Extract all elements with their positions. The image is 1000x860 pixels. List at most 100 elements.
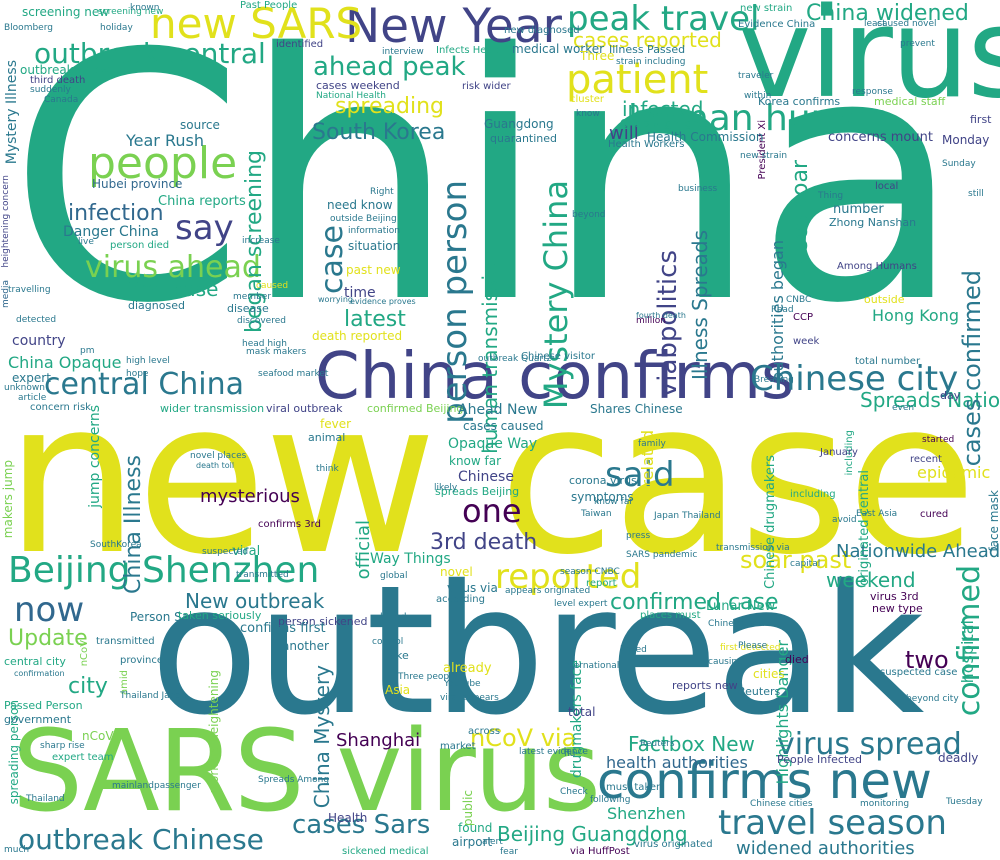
word-fear: fear bbox=[500, 847, 518, 857]
word-outside: outside bbox=[864, 293, 905, 306]
word-reports-new: reports new bbox=[672, 679, 738, 692]
word-three: Three bbox=[580, 49, 615, 63]
word-family: family bbox=[638, 439, 666, 449]
word-past-people: Past People bbox=[240, 0, 298, 11]
word-travel-season: travel season bbox=[718, 803, 947, 843]
word-virus-3rd: virus 3rd bbox=[870, 590, 919, 603]
word-health-authorities: health authorities bbox=[606, 753, 748, 772]
word-passenger: passenger bbox=[154, 781, 201, 791]
word-following: following bbox=[590, 795, 631, 805]
word-appears-originated: appears originated bbox=[505, 586, 591, 596]
word-tuesday: Tuesday bbox=[946, 797, 983, 807]
word-viral-outbreak: viral outbreak bbox=[266, 402, 343, 415]
word-pm: pm bbox=[80, 346, 95, 356]
word-likely: likely bbox=[434, 483, 458, 493]
word-official: official bbox=[353, 520, 374, 580]
word-factbox-new: Factbox New bbox=[628, 732, 755, 756]
word-outbreak-central: outbreak central bbox=[34, 37, 266, 70]
word-ahead-new: Ahead New bbox=[458, 402, 538, 418]
word-take: take bbox=[385, 649, 409, 662]
word-cities: cities bbox=[753, 667, 785, 681]
word-china-widened: China widened bbox=[806, 1, 969, 26]
word-cases-weekend: cases weekend bbox=[316, 79, 400, 92]
word-report: report bbox=[586, 578, 617, 589]
word-youtube: YouTube bbox=[444, 679, 481, 689]
word-way-things: Way Things bbox=[370, 551, 451, 567]
word-cases-soar: cases soar bbox=[788, 160, 813, 277]
word-thailand: Thailand bbox=[26, 794, 65, 804]
word-sunday: Sunday bbox=[942, 159, 976, 169]
word-global: global bbox=[380, 571, 408, 581]
word-spreads-beijing: spreads Beijing bbox=[435, 485, 520, 498]
word-started: started bbox=[922, 435, 955, 445]
word-guangdong: Guangdong bbox=[484, 117, 554, 131]
word-total-number: total number bbox=[855, 356, 921, 367]
word-chinese-cities: Chinese cities bbox=[750, 799, 813, 809]
word-seafood-market: seafood market bbox=[258, 369, 329, 379]
word-wider-transmission: wider transmission bbox=[160, 402, 265, 415]
word-market: market bbox=[440, 741, 476, 752]
word-infects-health: Infects Health bbox=[436, 45, 506, 56]
word-first: first bbox=[970, 113, 992, 126]
word-transmitted: transmitted bbox=[96, 636, 155, 647]
word-shenzhen: Shenzhen bbox=[607, 804, 686, 823]
word-expert: expert bbox=[12, 371, 51, 385]
word-opaque-way: Opaque Way bbox=[448, 436, 538, 452]
word-government: government bbox=[4, 713, 72, 726]
word-mainland: mainland bbox=[112, 781, 154, 791]
word-human-human: human human bbox=[628, 98, 891, 139]
word-bloomberg: Bloomberg bbox=[4, 23, 53, 33]
word-drugmakers-face: drugmakers face bbox=[569, 660, 585, 779]
word-mask-makers: mask makers bbox=[246, 347, 307, 357]
word-business: business bbox=[678, 184, 718, 194]
word-outbreak-quartz: outbreak Quartz bbox=[478, 354, 552, 364]
word-confirms-new: confirms new bbox=[597, 752, 932, 810]
word-thailand-japan: Thailand Japan bbox=[120, 691, 187, 701]
word-virus-spread: virus spread bbox=[777, 727, 962, 762]
word-much: much bbox=[4, 845, 30, 855]
word-asia: Asia bbox=[385, 683, 411, 697]
word-will: will bbox=[609, 123, 639, 144]
word-hubei-province: Hubei province bbox=[92, 177, 183, 191]
word-caused-novel: caused novel bbox=[877, 19, 937, 29]
word-reuters: Reuters bbox=[738, 685, 781, 698]
word-country: country bbox=[12, 333, 66, 349]
word-concerns-mount: concerns mount bbox=[828, 130, 933, 145]
word-avoid: avoid bbox=[832, 515, 857, 525]
word-transmission-via: transmission via bbox=[716, 543, 790, 553]
word-heightening-concern: heightening concern bbox=[1, 175, 11, 268]
word-day: day bbox=[940, 389, 961, 402]
word-death-reported: death reported bbox=[312, 329, 403, 343]
word-province: province bbox=[120, 655, 164, 666]
word-lunar-new: Lunar New bbox=[706, 599, 776, 614]
word-symptoms: symptoms bbox=[571, 490, 634, 504]
word-illness-spreads: Illness Spreads bbox=[688, 230, 712, 381]
word-shanghai: Shanghai bbox=[336, 730, 421, 751]
word-week: week bbox=[793, 336, 820, 347]
word-diagnosed: diagnosed bbox=[128, 299, 185, 312]
word-southkorea: SouthKorea bbox=[90, 540, 142, 550]
word-three-people: Three people bbox=[398, 672, 458, 682]
word-january: January bbox=[820, 447, 858, 458]
word-cases-sars: cases Sars bbox=[292, 810, 431, 840]
word-thing: Thing bbox=[818, 191, 844, 201]
word-said: said bbox=[605, 455, 675, 495]
word-person-person: person person bbox=[435, 180, 475, 424]
word-outbreak-chinese: outbreak Chinese bbox=[18, 823, 264, 856]
word-spreading: spreading bbox=[335, 94, 444, 119]
word-airport: airport bbox=[452, 835, 493, 849]
word-sars-pandemic: SARS pandemic bbox=[626, 550, 698, 560]
word-new-case: new case bbox=[5, 354, 977, 601]
word-killed: killed bbox=[380, 612, 407, 623]
word-health-workers: Health Workers bbox=[608, 139, 685, 150]
word-must-taken: must taken bbox=[606, 782, 663, 793]
word-city: city bbox=[68, 674, 108, 699]
word-fever: fever bbox=[320, 417, 352, 431]
word-danger-china: Danger China bbox=[63, 224, 159, 240]
word-still: still bbox=[968, 189, 984, 199]
word-china: China bbox=[8, 0, 963, 378]
word-outbreak-know: outbreak know bbox=[20, 63, 110, 77]
word-million: million bbox=[636, 316, 666, 326]
word-cnbc: CNBC bbox=[786, 295, 812, 305]
word-screening-new-top: screening new bbox=[22, 5, 110, 19]
